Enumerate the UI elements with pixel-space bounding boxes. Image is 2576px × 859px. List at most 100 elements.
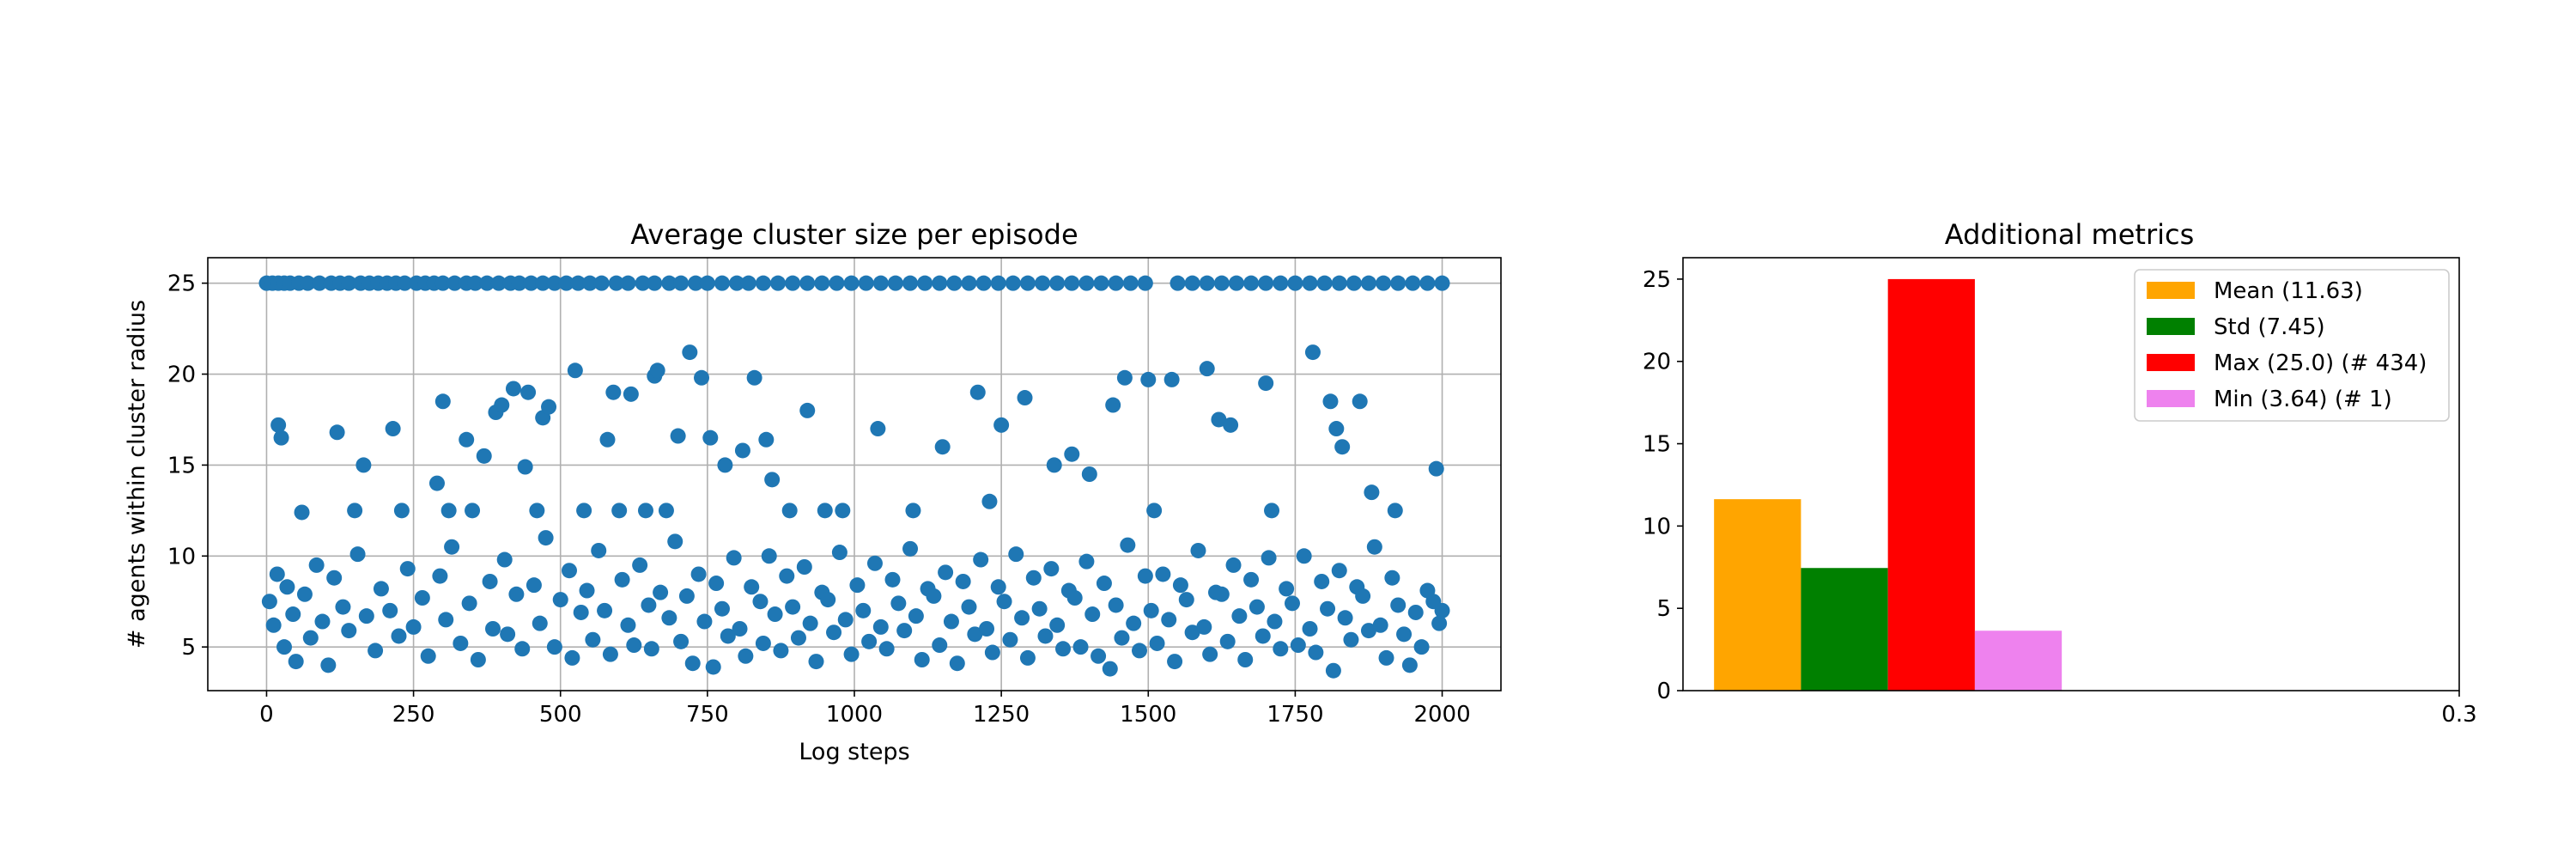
scatter-point (1407, 604, 1424, 620)
bar-x-tick-label: 0.3 (2441, 702, 2476, 728)
scatter-point (732, 621, 748, 637)
bar-y-tick-label: 10 (1643, 514, 1671, 539)
scatter-point (1279, 581, 1295, 597)
scatter-point (573, 604, 589, 620)
scatter-point (738, 648, 754, 664)
scatter-point (1413, 639, 1430, 655)
scatter-y-tick-label: 15 (167, 453, 196, 478)
scatter-point (500, 626, 516, 643)
scatter-point (1320, 600, 1336, 617)
scatter-point (576, 503, 592, 519)
scatter-point (294, 504, 310, 521)
scatter-point (496, 551, 513, 568)
scatter-point (975, 275, 992, 291)
scatter-point (508, 586, 525, 602)
scatter-point (1149, 635, 1165, 651)
scatter-point (285, 606, 301, 623)
scatter-point (1273, 641, 1289, 657)
scatter-point (1002, 631, 1018, 648)
scatter-point (961, 275, 977, 291)
scatter-point (432, 568, 448, 584)
scatter-y-ticks: 5 10 15 20 25 (167, 271, 208, 661)
scatter-point (1405, 275, 1421, 291)
scatter-y-tick-label: 10 (167, 544, 196, 570)
scatter-point (1035, 275, 1051, 291)
scatter-point (1025, 570, 1042, 586)
scatter-point (1334, 439, 1351, 455)
scatter-point (1084, 606, 1101, 623)
scatter-point (428, 475, 445, 491)
scatter-point (1196, 618, 1212, 635)
bar (1801, 568, 1888, 691)
bar-y-tick-label: 20 (1643, 350, 1671, 375)
scatter-point (593, 275, 610, 291)
scatter-point (688, 275, 704, 291)
scatter-point (597, 602, 613, 618)
scatter-point (802, 615, 818, 631)
scatter-x-tick-label: 1000 (826, 702, 883, 728)
scatter-point (1064, 275, 1080, 291)
scatter-point (849, 577, 866, 594)
scatter-point (623, 386, 639, 402)
scatter-point (708, 576, 725, 592)
scatter-point (996, 594, 1012, 610)
scatter-point (799, 402, 816, 418)
scatter-point (767, 606, 783, 623)
scatter-point (546, 639, 562, 655)
scatter-point (1019, 649, 1036, 666)
scatter-point (673, 633, 690, 649)
scatter-point (1346, 275, 1362, 291)
bar-y-tick-label: 15 (1643, 432, 1671, 458)
scatter-point (1102, 661, 1118, 677)
scatter-point (653, 584, 669, 600)
scatter-point (1211, 411, 1227, 428)
scatter-x-tick-label: 0 (259, 702, 274, 728)
scatter-point (1137, 568, 1153, 584)
scatter-point (611, 503, 628, 519)
scatter-point (796, 559, 812, 575)
scatter-point (1352, 393, 1368, 410)
scatter-point (546, 275, 562, 291)
scatter-point (314, 613, 331, 630)
scatter-point (385, 421, 401, 437)
scatter-point (658, 503, 674, 519)
scatter-point (729, 275, 745, 291)
scatter-point (552, 592, 568, 608)
scatter-point (938, 564, 954, 581)
scatter-point (505, 381, 521, 397)
scatter-point (764, 472, 781, 488)
scatter-point (1355, 588, 1371, 604)
scatter-point (902, 275, 919, 291)
scatter-point (1132, 643, 1148, 659)
scatter-point (1331, 275, 1347, 291)
scatter-point (979, 621, 995, 637)
scatter-point (902, 540, 919, 557)
scatter-point (335, 599, 351, 615)
scatter-point (641, 597, 657, 613)
scatter-point (673, 275, 690, 291)
scatter-point (1343, 631, 1359, 648)
scatter-point (647, 275, 663, 291)
scatter-point (434, 275, 451, 291)
scatter-point (490, 275, 507, 291)
scatter-point (1143, 602, 1159, 618)
scatter-point (567, 362, 583, 379)
bar (1974, 631, 2063, 691)
scatter-point (541, 399, 557, 415)
scatter-point (1360, 275, 1376, 291)
scatter-point (1267, 613, 1283, 630)
scatter-point (626, 637, 642, 654)
scatter-point (661, 610, 677, 626)
scatter-point (579, 582, 595, 599)
scatter-point (1120, 537, 1136, 553)
scatter-point (532, 615, 548, 631)
bar (1887, 278, 1975, 691)
scatter-point (461, 595, 477, 612)
scatter-point (1258, 375, 1274, 392)
scatter-point (855, 602, 872, 618)
scatter-point (1137, 275, 1153, 291)
scatter-point (1005, 275, 1021, 291)
scatter-point (279, 579, 295, 595)
legend-swatch (2147, 354, 2195, 371)
scatter-point (479, 275, 495, 291)
